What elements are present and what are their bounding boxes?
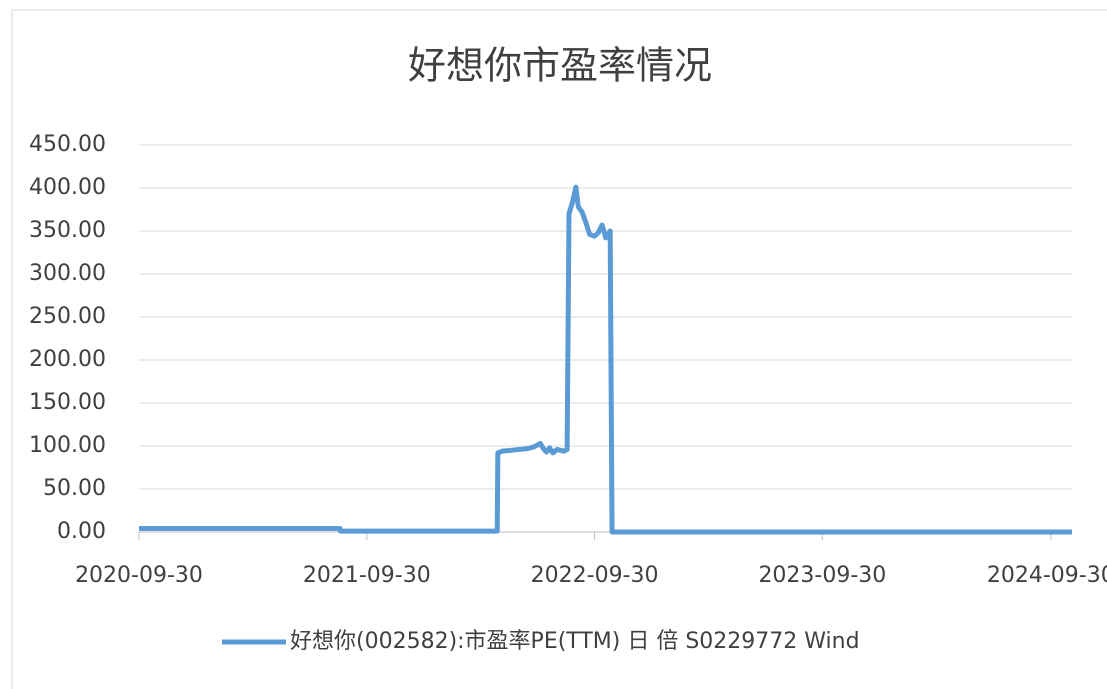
x-tick-label: 2024-09-30 [987,563,1107,588]
chart-frame [11,9,1107,689]
y-tick-label: 400.00 [29,175,106,200]
y-tick-label: 450.00 [29,132,106,157]
series-line [139,184,1072,535]
x-tick-label: 2022-09-30 [531,563,659,588]
y-tick-label: 300.00 [29,261,106,286]
x-tick-label: 2023-09-30 [758,563,886,588]
y-tick-label: 50.00 [43,476,106,501]
chart-title: 好想你市盈率情况 [408,44,712,88]
y-tick-label: 100.00 [29,433,106,458]
legend-label: 好想你(002582):市盈率PE(TTM) 日 倍 S0229772 Wind [290,629,860,654]
y-tick-label: 200.00 [29,347,106,372]
x-tick-label: 2021-09-30 [303,563,431,588]
y-tick-label: 250.00 [29,304,106,329]
y-tick-label: 350.00 [29,218,106,243]
y-tick-label: 0.00 [57,519,106,544]
x-tick-label: 2020-09-30 [75,563,203,588]
y-tick-label: 150.00 [29,390,106,415]
